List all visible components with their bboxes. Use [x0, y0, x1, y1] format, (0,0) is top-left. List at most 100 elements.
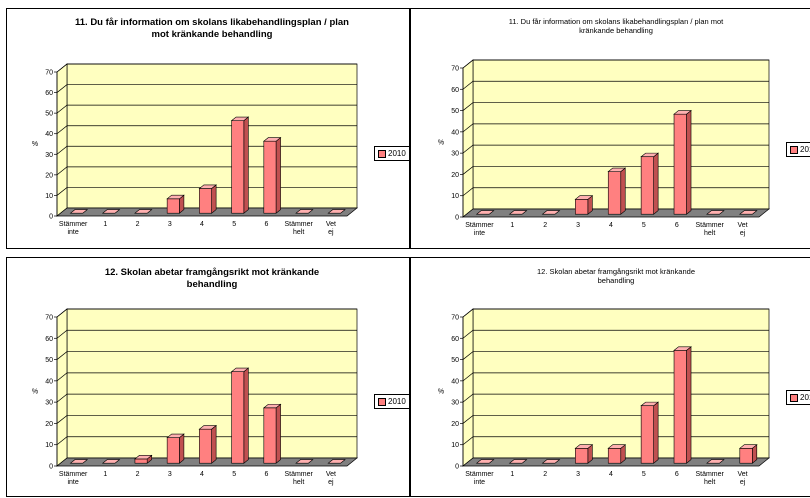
gridline: [462, 329, 769, 339]
bar-top: [198, 425, 217, 430]
x-tick-label: Stämmer: [284, 471, 313, 478]
x-tick-label: Vet: [737, 471, 747, 478]
y-tick-label: 40: [451, 378, 459, 385]
bar-1: [101, 209, 121, 214]
legend-label: 201: [800, 145, 810, 154]
gridline: [56, 104, 357, 114]
bar-side: [620, 167, 626, 215]
bar-front: [640, 156, 654, 215]
bar-vet-ej: [738, 210, 758, 215]
bar-4: [198, 184, 217, 214]
bar-side: [179, 433, 185, 464]
bar-stämmer-inte: [69, 459, 89, 464]
gridline: [56, 187, 357, 196]
bar-3: [166, 433, 185, 464]
x-tick-label: 1: [510, 222, 514, 229]
bar-top: [673, 346, 692, 351]
x-tick-label: 6: [264, 471, 268, 478]
x-tick-label: 6: [675, 471, 679, 478]
gridline: [462, 187, 769, 196]
x-tick-label: inte: [474, 479, 485, 486]
bar-front: [199, 428, 212, 464]
x-tick-label: Stämmer: [465, 222, 494, 229]
chart-title-text: 12. Skolan abetar framgångsrikt mot krän…: [536, 267, 695, 286]
gridline: [56, 372, 357, 382]
x-tick-label: 4: [609, 222, 613, 229]
y-tick-label: 20: [451, 421, 459, 428]
legend-label: 201: [800, 393, 810, 402]
bar-4: [607, 167, 627, 215]
bar-top: [166, 194, 185, 200]
chart-title-text: 11. Du får information om skolans likabe…: [508, 17, 724, 36]
bar-top: [640, 401, 659, 407]
bar-top: [198, 184, 217, 189]
bar-6: [673, 346, 692, 464]
bar-5: [230, 116, 250, 214]
bar-top: [230, 367, 250, 372]
x-tick-label: 2: [136, 221, 140, 228]
bar-top: [262, 137, 282, 142]
bar-front: [673, 113, 687, 215]
gridline: [462, 123, 769, 133]
gridline: [56, 145, 357, 155]
bar-stämmer-inte: [475, 459, 495, 464]
x-tick-label: 2: [136, 471, 140, 478]
bar-front: [263, 140, 277, 214]
gridline: [56, 329, 357, 339]
x-tick-label: Stämmer: [59, 471, 88, 478]
bar-top: [166, 433, 185, 438]
bar-6: [673, 109, 692, 215]
plot-back-wall: [472, 308, 770, 459]
legend-2: 201: [786, 142, 810, 157]
bar-top: [706, 210, 725, 215]
bar-top: [508, 210, 528, 215]
x-tick-label: ej: [740, 230, 746, 237]
bar-top: [101, 209, 121, 214]
bar-front: [231, 120, 245, 214]
chart-title-2: 11. Du får information om skolans likabe…: [501, 17, 731, 36]
chart-panel-3: 12. Skolan abetar framgångsrikt mot krän…: [6, 257, 410, 497]
bar-top: [69, 209, 89, 214]
x-tick-label: 6: [675, 222, 679, 229]
x-tick-label: ej: [328, 229, 334, 236]
y-tick-label: 20: [45, 421, 53, 428]
x-tick-label: inte: [474, 230, 485, 237]
bar-front: [231, 371, 245, 464]
bar-side: [275, 403, 281, 464]
bar-vet-ej: [738, 444, 758, 464]
gridline: [462, 80, 769, 90]
gridline: [56, 393, 357, 403]
x-tick-label: 5: [232, 471, 236, 478]
gridline: [462, 415, 769, 424]
bar-5: [640, 152, 659, 215]
bar-top: [475, 459, 495, 464]
gridline: [462, 308, 769, 318]
y-tick-label: 70: [45, 315, 53, 322]
x-tick-label: 3: [168, 221, 172, 228]
legend-swatch: [790, 393, 798, 402]
x-tick-label: Stämmer: [284, 221, 313, 228]
x-tick-label: ej: [328, 479, 334, 486]
bar-front: [607, 448, 622, 464]
bar-1: [508, 459, 528, 464]
bar-top: [541, 459, 561, 464]
x-tick-label: 4: [200, 471, 204, 478]
gridline: [56, 63, 357, 73]
x-tick-label: Vet: [737, 222, 747, 229]
bar-front: [607, 171, 622, 215]
x-tick-label: 2: [543, 222, 547, 229]
bar-vet-ej: [327, 459, 346, 464]
y-tick-label: 0: [455, 464, 459, 471]
gridline: [56, 436, 357, 445]
legend-1: 2010: [374, 146, 410, 161]
bar-top: [134, 455, 153, 460]
y-tick-label: 60: [45, 90, 53, 97]
legend-4: 201: [786, 390, 810, 405]
bar-side: [686, 346, 692, 464]
bar-front: [575, 199, 589, 215]
y-axis-label: %: [438, 389, 444, 396]
y-tick-label: 30: [45, 152, 53, 159]
bar-side: [275, 136, 281, 214]
gridline: [462, 393, 769, 403]
